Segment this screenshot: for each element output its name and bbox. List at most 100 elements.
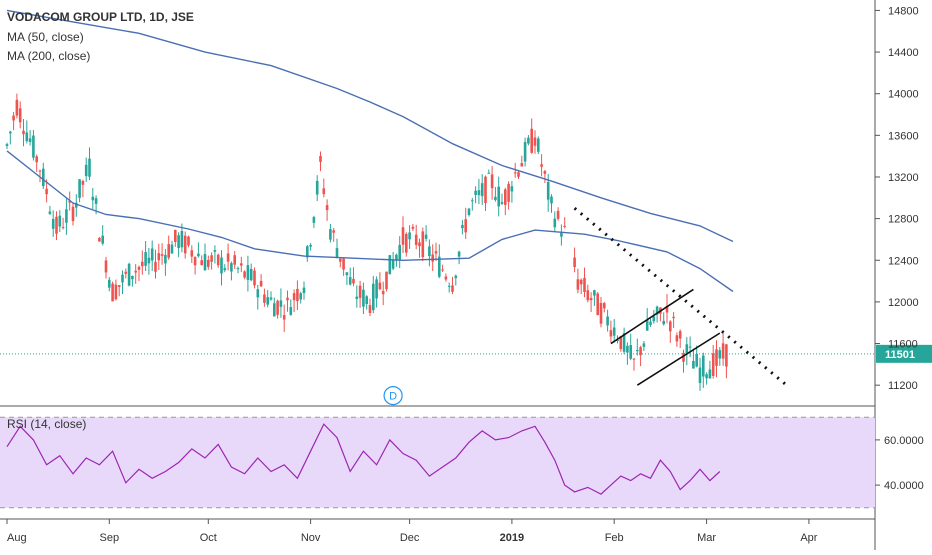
candle[interactable] bbox=[15, 93, 19, 119]
candle[interactable] bbox=[355, 285, 359, 308]
candle[interactable] bbox=[319, 151, 322, 172]
candle[interactable] bbox=[282, 304, 286, 332]
candle[interactable] bbox=[375, 276, 378, 308]
candle[interactable] bbox=[702, 352, 705, 388]
candle[interactable] bbox=[167, 235, 170, 260]
candle[interactable] bbox=[249, 263, 253, 282]
candle[interactable] bbox=[144, 241, 147, 272]
candle[interactable] bbox=[137, 265, 141, 282]
candle[interactable] bbox=[58, 210, 62, 233]
candle[interactable] bbox=[401, 216, 405, 254]
candle[interactable] bbox=[358, 280, 362, 308]
candle[interactable] bbox=[560, 224, 563, 246]
candle[interactable] bbox=[507, 181, 510, 210]
candle[interactable] bbox=[520, 155, 524, 167]
candle[interactable] bbox=[177, 232, 180, 258]
candle[interactable] bbox=[708, 360, 712, 379]
candle[interactable] bbox=[497, 176, 500, 217]
candle[interactable] bbox=[603, 301, 606, 313]
candle[interactable] bbox=[183, 231, 187, 259]
candle[interactable] bbox=[121, 270, 124, 295]
candle[interactable] bbox=[190, 245, 194, 263]
candle[interactable] bbox=[540, 154, 543, 177]
candle[interactable] bbox=[306, 245, 309, 262]
candle[interactable] bbox=[51, 210, 55, 237]
candle[interactable] bbox=[543, 169, 547, 183]
candle[interactable] bbox=[698, 357, 702, 391]
candle[interactable] bbox=[266, 290, 269, 308]
candle[interactable] bbox=[124, 268, 128, 279]
candle[interactable] bbox=[464, 207, 467, 239]
candle[interactable] bbox=[75, 194, 78, 217]
candle[interactable] bbox=[510, 180, 514, 203]
candle[interactable] bbox=[117, 285, 121, 297]
candle[interactable] bbox=[467, 207, 471, 217]
candle[interactable] bbox=[418, 238, 421, 258]
candle[interactable] bbox=[414, 224, 418, 250]
candle[interactable] bbox=[622, 327, 626, 355]
candle[interactable] bbox=[586, 284, 590, 303]
candle[interactable] bbox=[289, 299, 293, 316]
candle[interactable] bbox=[213, 245, 217, 264]
candle[interactable] bbox=[447, 282, 451, 293]
candle[interactable] bbox=[457, 250, 461, 265]
candle[interactable] bbox=[71, 202, 75, 226]
candle[interactable] bbox=[500, 193, 504, 205]
candle[interactable] bbox=[335, 238, 339, 259]
candle[interactable] bbox=[342, 258, 345, 276]
candle[interactable] bbox=[276, 299, 279, 319]
candle[interactable] bbox=[32, 130, 35, 161]
candle[interactable] bbox=[157, 243, 161, 270]
candle[interactable] bbox=[593, 289, 596, 306]
channel-upper-line[interactable] bbox=[610, 288, 694, 345]
candle[interactable] bbox=[434, 242, 438, 261]
candle[interactable] bbox=[632, 357, 636, 371]
candle[interactable] bbox=[78, 179, 81, 203]
candle[interactable] bbox=[243, 270, 246, 280]
candle[interactable] bbox=[5, 142, 9, 150]
candle[interactable] bbox=[48, 205, 52, 216]
candle[interactable] bbox=[111, 281, 114, 302]
candle[interactable] bbox=[216, 253, 220, 268]
candle[interactable] bbox=[197, 242, 200, 258]
candle[interactable] bbox=[471, 197, 474, 211]
candle[interactable] bbox=[88, 147, 91, 181]
candle[interactable] bbox=[81, 179, 85, 198]
candle[interactable] bbox=[302, 281, 306, 300]
candle[interactable] bbox=[22, 118, 25, 147]
candle[interactable] bbox=[675, 332, 679, 347]
candle[interactable] bbox=[391, 251, 395, 271]
candle[interactable] bbox=[65, 198, 68, 235]
candle[interactable] bbox=[226, 243, 230, 271]
candle[interactable] bbox=[101, 225, 104, 246]
candle[interactable] bbox=[154, 249, 157, 279]
candle[interactable] bbox=[368, 298, 372, 316]
candle[interactable] bbox=[269, 291, 273, 301]
candle[interactable] bbox=[662, 312, 665, 326]
candle[interactable] bbox=[372, 275, 375, 314]
candle[interactable] bbox=[9, 130, 12, 145]
dotted-trendline[interactable] bbox=[573, 207, 791, 389]
candle[interactable] bbox=[685, 337, 689, 366]
candle[interactable] bbox=[527, 134, 530, 146]
candle[interactable] bbox=[170, 240, 174, 254]
candle[interactable] bbox=[490, 166, 494, 200]
candle[interactable] bbox=[315, 175, 319, 201]
candle[interactable] bbox=[408, 225, 411, 249]
candle[interactable] bbox=[721, 331, 725, 366]
dividend-marker-icon[interactable] bbox=[383, 385, 403, 406]
candle[interactable] bbox=[669, 320, 672, 343]
candle[interactable] bbox=[352, 267, 355, 287]
candle[interactable] bbox=[160, 243, 164, 265]
candle[interactable] bbox=[164, 249, 167, 276]
candle[interactable] bbox=[589, 292, 593, 312]
candle[interactable] bbox=[98, 236, 101, 242]
candle[interactable] bbox=[606, 309, 609, 332]
candle[interactable] bbox=[104, 256, 108, 279]
candle[interactable] bbox=[517, 170, 520, 179]
candle[interactable] bbox=[246, 255, 250, 292]
candle[interactable] bbox=[487, 169, 491, 174]
candle[interactable] bbox=[259, 274, 263, 287]
candle[interactable] bbox=[233, 251, 236, 269]
